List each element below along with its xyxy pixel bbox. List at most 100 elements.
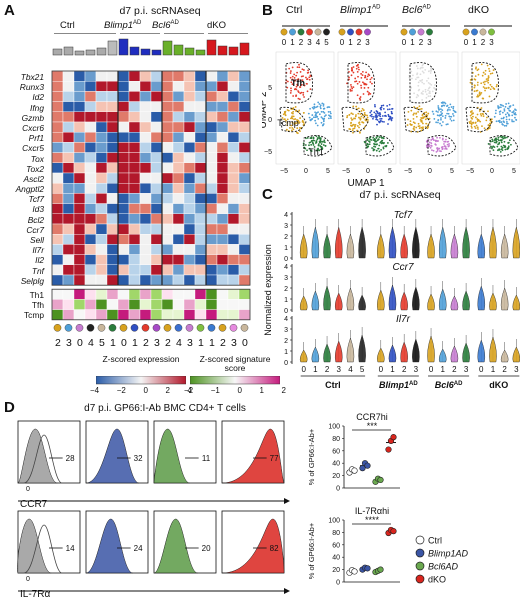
heatmap-cell <box>51 274 64 286</box>
heatmap-cell <box>194 223 207 235</box>
heatmap-cell <box>117 70 130 82</box>
heatmap-cell <box>95 213 108 225</box>
heatmap-cell <box>227 111 240 123</box>
umap-point <box>426 141 429 144</box>
umap-point <box>469 114 472 117</box>
heatmap-cell <box>161 152 174 163</box>
umap-point <box>321 102 324 105</box>
signature-cell <box>183 289 196 300</box>
histogram-fill <box>17 518 52 574</box>
umap-point <box>478 94 481 97</box>
umap-point <box>507 141 510 144</box>
umap-point <box>293 123 296 126</box>
umap-point <box>442 121 444 123</box>
heatmap-cell <box>161 203 174 215</box>
umap-point <box>479 120 482 123</box>
heatmap-cell <box>139 162 152 174</box>
umap-point <box>489 72 492 75</box>
heatmap-cell <box>216 254 229 266</box>
umap-point <box>285 119 287 122</box>
umap-point <box>452 107 455 110</box>
umap-point <box>350 69 353 72</box>
heatmap-cell <box>139 193 152 204</box>
heatmap-cell <box>84 223 97 235</box>
y-tick: −5 <box>264 149 272 156</box>
umap-point <box>391 112 393 115</box>
gene-label: Cxcr5 <box>22 143 44 154</box>
x-tick: 0 <box>304 168 308 175</box>
chart-title: CCR7hi <box>356 412 388 422</box>
umap-point <box>469 122 471 125</box>
heatmap-cell <box>62 264 75 276</box>
y-tick: 2 <box>284 338 288 345</box>
umap-point <box>495 137 498 140</box>
heatmap-cell <box>194 233 207 245</box>
umap-point <box>286 121 289 124</box>
gene-label: Tox2 <box>26 163 44 174</box>
signature-border <box>51 288 251 321</box>
heatmap-cell <box>216 244 229 255</box>
violin <box>311 290 320 311</box>
umap-point <box>315 140 318 142</box>
histogram-outline <box>23 524 63 574</box>
cluster-number: 2 <box>419 38 424 47</box>
cluster-dot <box>409 28 416 36</box>
heatmap-cell <box>95 70 108 82</box>
heatmap-cell <box>73 244 86 255</box>
umap-point <box>358 97 361 100</box>
cluster-dot <box>108 323 117 332</box>
umap-point <box>360 86 363 89</box>
umap-point <box>473 84 476 87</box>
gene-label: Tox <box>30 153 44 164</box>
umap-point <box>317 144 320 147</box>
x-cluster-number: 2 <box>402 365 407 374</box>
th1-outline <box>365 135 395 157</box>
umap-point <box>487 79 490 82</box>
heatmap-cell <box>73 111 86 123</box>
umap-point <box>450 115 453 118</box>
umap-point <box>306 137 309 139</box>
umap-point <box>322 144 325 146</box>
umap-point <box>297 90 299 92</box>
umap-point <box>359 99 362 101</box>
umap-point <box>506 112 509 114</box>
umap-point <box>367 119 369 121</box>
umap-point <box>491 138 494 141</box>
umap-point <box>348 76 350 79</box>
x-tick: 0 <box>428 168 432 175</box>
umap-point <box>437 121 439 124</box>
cluster-number: 2 <box>220 337 226 349</box>
heatmap-cell <box>194 81 207 92</box>
heatmap-cell <box>73 101 86 112</box>
umap-point <box>381 141 384 144</box>
umap-point <box>290 81 293 84</box>
umap-point <box>432 149 435 152</box>
heatmap-cell <box>139 182 152 194</box>
heatmap-cell <box>238 81 251 92</box>
umap-point <box>312 137 315 140</box>
umap-point <box>302 121 305 124</box>
heatmap-cell <box>161 121 174 133</box>
signature-label: Tcmp <box>23 310 44 321</box>
umap-point <box>364 74 367 77</box>
x-tick: −5 <box>342 168 350 175</box>
umap-point <box>437 119 440 121</box>
x-tick: 0 <box>366 168 370 175</box>
umap-point <box>480 114 483 117</box>
umap-point <box>313 103 316 106</box>
violin <box>334 340 343 363</box>
umap-point <box>320 143 323 145</box>
heatmap-cell <box>117 244 130 255</box>
umap-point <box>311 114 314 116</box>
cluster-dot <box>229 323 238 332</box>
umap-point <box>452 105 455 108</box>
umap-point <box>293 76 296 79</box>
cluster-number: 2 <box>481 38 486 47</box>
heatmap-cell <box>172 223 185 235</box>
umap-point <box>329 112 332 115</box>
cluster-number: 0 <box>282 38 287 47</box>
umap-point <box>507 102 510 105</box>
y-tick: 0 <box>284 256 288 263</box>
umap-point <box>286 80 289 83</box>
umap-point <box>502 117 505 120</box>
